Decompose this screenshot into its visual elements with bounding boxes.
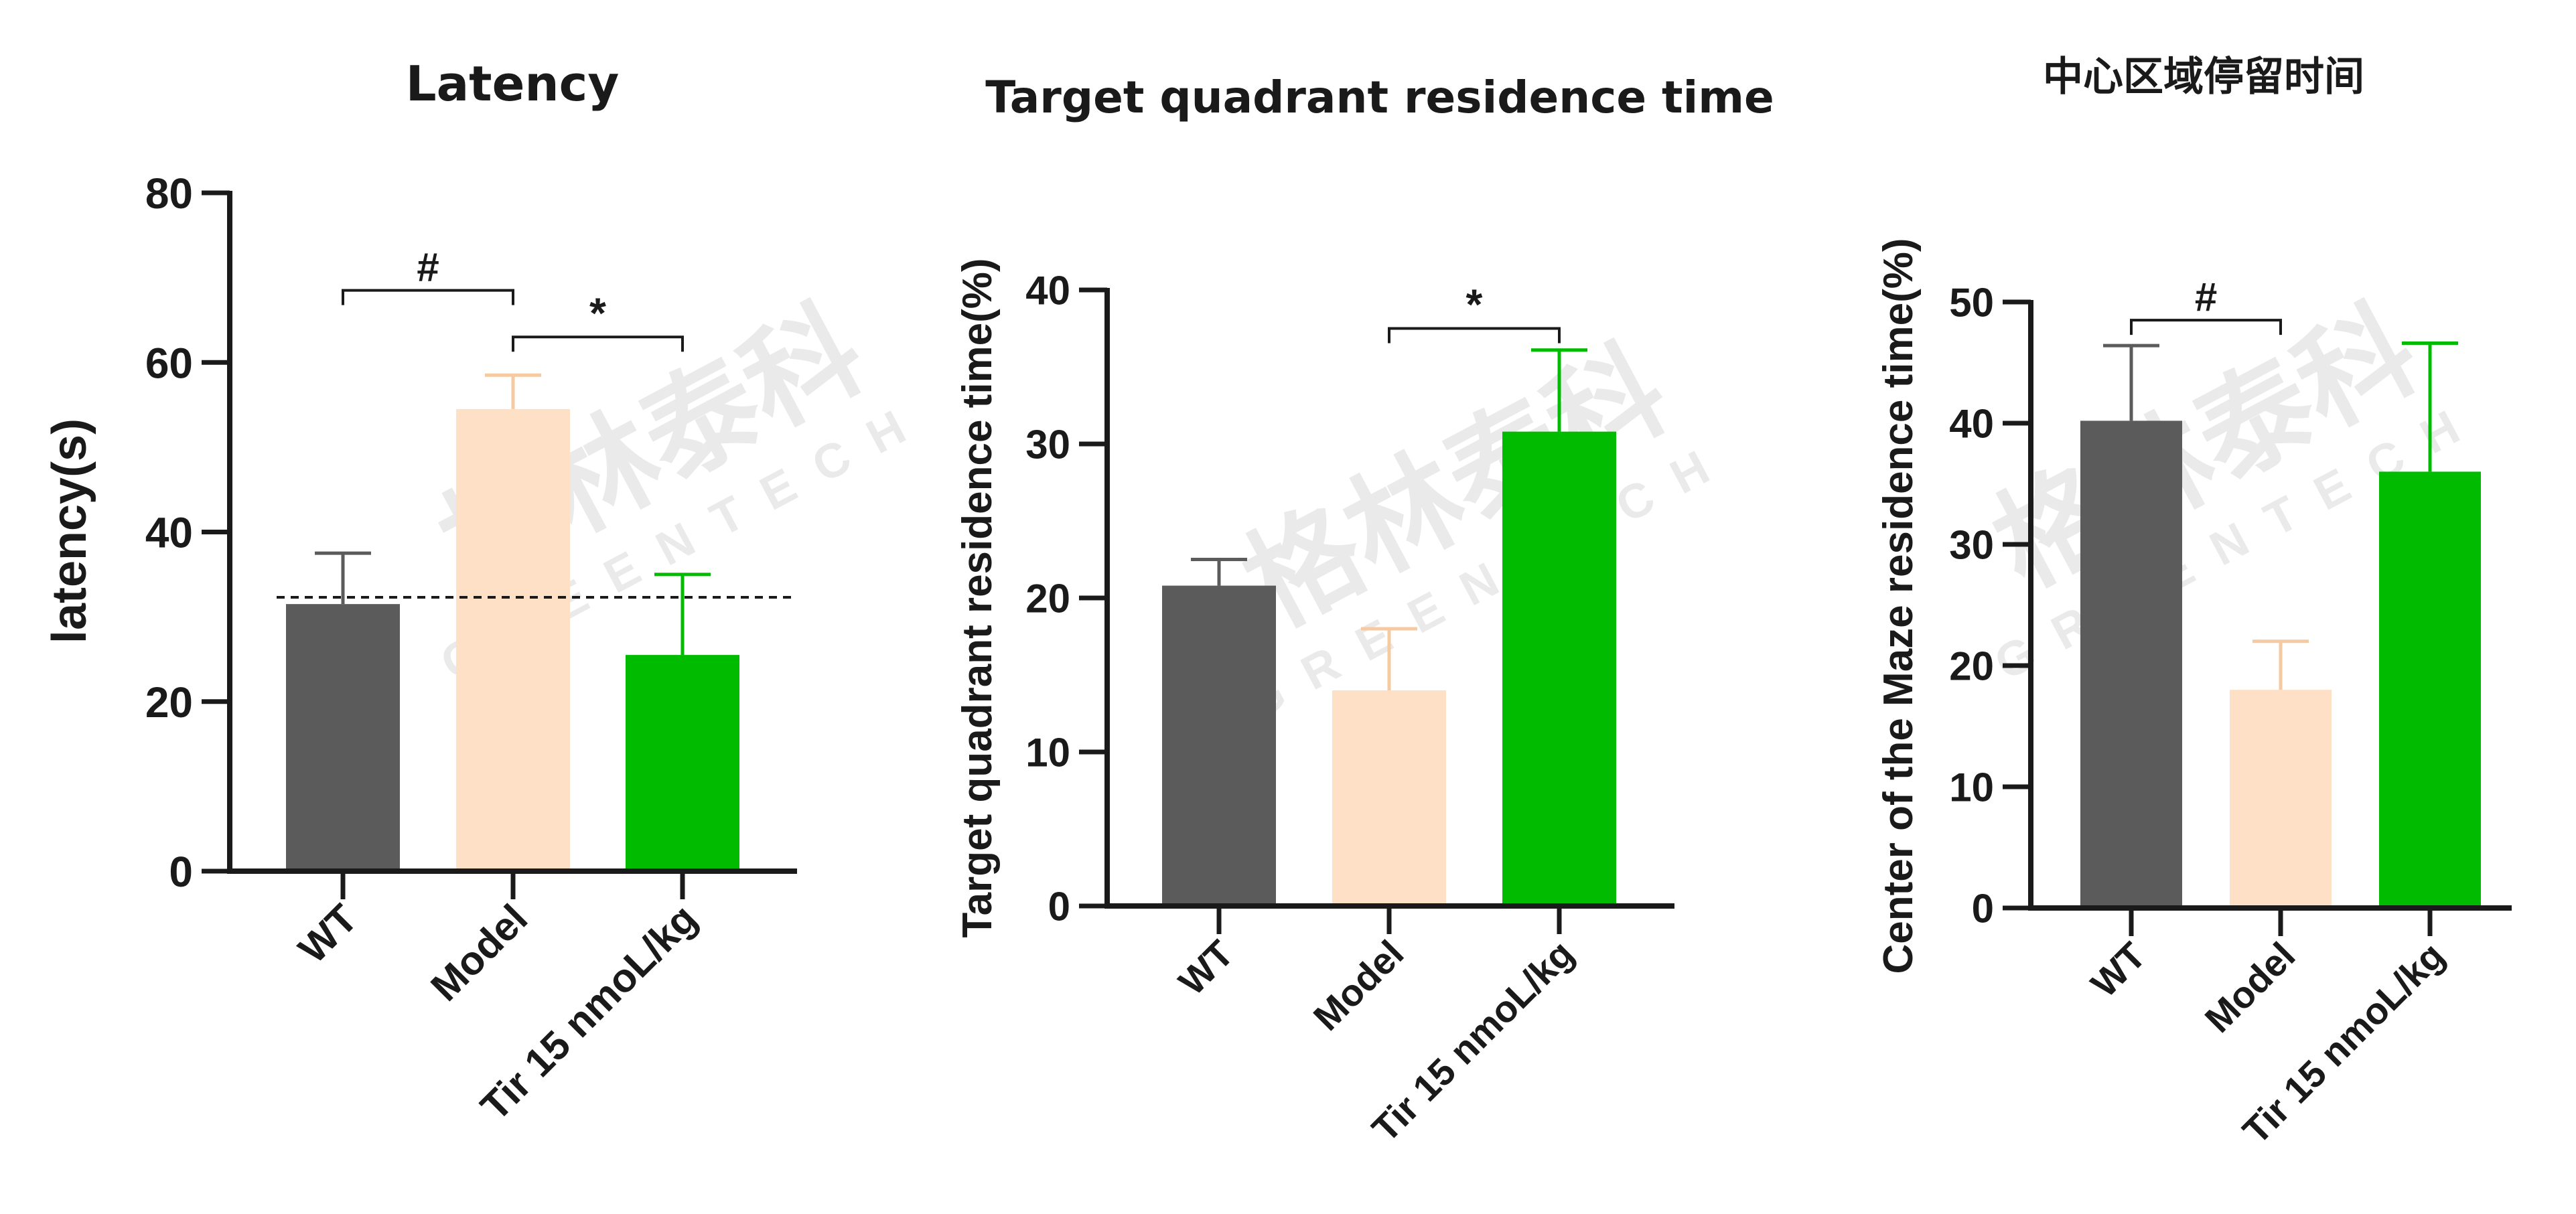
chart-title: 中心区域停留时间 xyxy=(2043,54,2364,100)
significance-bracket xyxy=(512,335,684,352)
chart-panel-2: Target quadrant residence time Target qua… xyxy=(954,72,1774,1150)
significance-bracket xyxy=(2130,319,2282,335)
bar-3 xyxy=(2379,471,2481,908)
y-tick-label: 40 xyxy=(1025,269,1070,313)
y-tick-label: 10 xyxy=(1025,731,1070,775)
x-tick-label: WT xyxy=(2082,934,2153,1005)
y-tick-label: 40 xyxy=(145,509,193,557)
x-tick-label: WT xyxy=(290,896,366,972)
bar-1 xyxy=(2080,421,2182,908)
y-tick-label: 30 xyxy=(1025,423,1070,467)
y-axis-label: Center of the Maze residence time(%) xyxy=(1875,238,1922,974)
significance-label: * xyxy=(589,289,606,337)
y-tick-label: 40 xyxy=(1949,402,1994,447)
significance-bracket xyxy=(1388,327,1561,344)
bar-1 xyxy=(1162,585,1276,906)
bar-2 xyxy=(2230,690,2332,908)
bar-2 xyxy=(1332,690,1446,906)
chart-title: Target quadrant residence time xyxy=(985,72,1774,123)
significance-label: * xyxy=(1466,281,1483,329)
x-tick-label: Model xyxy=(1305,932,1412,1039)
bar-3 xyxy=(626,655,739,871)
y-tick-label: 30 xyxy=(1949,523,1994,568)
y-tick-label: 0 xyxy=(1048,885,1070,929)
y-tick-label: 10 xyxy=(1949,765,1994,810)
x-tick-label: Model xyxy=(2197,934,2303,1041)
y-tick-label: 50 xyxy=(1949,281,1994,325)
bar-2 xyxy=(456,408,570,871)
chart-panel-3: 中心区域停留时间 Center of the Maze residence tim… xyxy=(1875,54,2512,1152)
y-tick-label: 0 xyxy=(1972,887,1994,931)
x-tick-label: WT xyxy=(1170,932,1241,1003)
y-tick-label: 0 xyxy=(169,848,193,896)
y-tick-label: 20 xyxy=(1949,644,1994,689)
y-tick-label: 60 xyxy=(145,339,193,387)
y-tick-label: 20 xyxy=(145,678,193,727)
chart-title: Latency xyxy=(406,56,620,112)
bar-3 xyxy=(1502,431,1616,906)
y-axis-label: latency(s) xyxy=(43,419,96,643)
y-axis-label: Target quadrant residence time(%) xyxy=(954,258,1001,937)
y-tick-label: 20 xyxy=(1025,577,1070,621)
significance-bracket xyxy=(342,289,514,305)
y-tick-label: 80 xyxy=(145,169,193,218)
bar-1 xyxy=(286,604,400,871)
x-tick-label: Model xyxy=(422,896,536,1010)
significance-label: # xyxy=(2195,275,2217,319)
significance-label: # xyxy=(417,245,439,290)
